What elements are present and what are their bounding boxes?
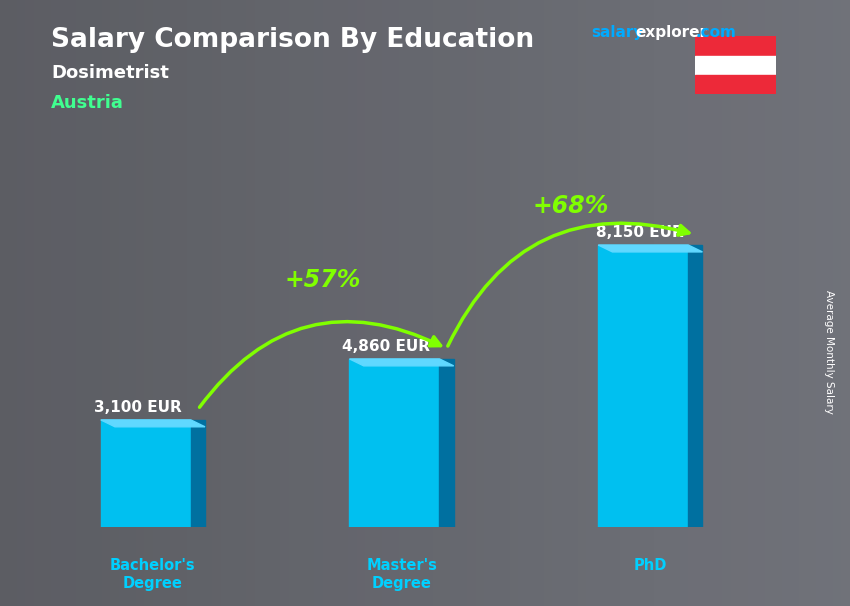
Text: salary: salary [591, 25, 643, 41]
Text: Master's
Degree: Master's Degree [366, 558, 437, 591]
Text: Austria: Austria [51, 94, 124, 112]
Text: Average Monthly Salary: Average Monthly Salary [824, 290, 834, 413]
Polygon shape [349, 359, 454, 366]
Polygon shape [439, 359, 454, 527]
Polygon shape [598, 245, 702, 252]
Text: 4,860 EUR: 4,860 EUR [343, 339, 430, 355]
Bar [695, 75, 776, 94]
Text: +68%: +68% [533, 194, 609, 218]
Text: Dosimetrist: Dosimetrist [51, 64, 169, 82]
Bar [598, 245, 688, 527]
Bar [349, 359, 439, 527]
Bar [695, 36, 776, 56]
Bar [695, 56, 776, 75]
Text: explorer: explorer [636, 25, 708, 41]
Polygon shape [688, 245, 702, 527]
Polygon shape [101, 420, 205, 427]
Text: +57%: +57% [284, 268, 360, 292]
Polygon shape [190, 420, 205, 527]
Text: Salary Comparison By Education: Salary Comparison By Education [51, 27, 534, 53]
Text: 8,150 EUR: 8,150 EUR [596, 225, 683, 241]
Text: 3,100 EUR: 3,100 EUR [94, 400, 181, 415]
Text: .com: .com [695, 25, 736, 41]
Text: Bachelor's
Degree: Bachelor's Degree [110, 558, 196, 591]
Bar [101, 420, 190, 527]
Text: PhD: PhD [633, 558, 667, 573]
